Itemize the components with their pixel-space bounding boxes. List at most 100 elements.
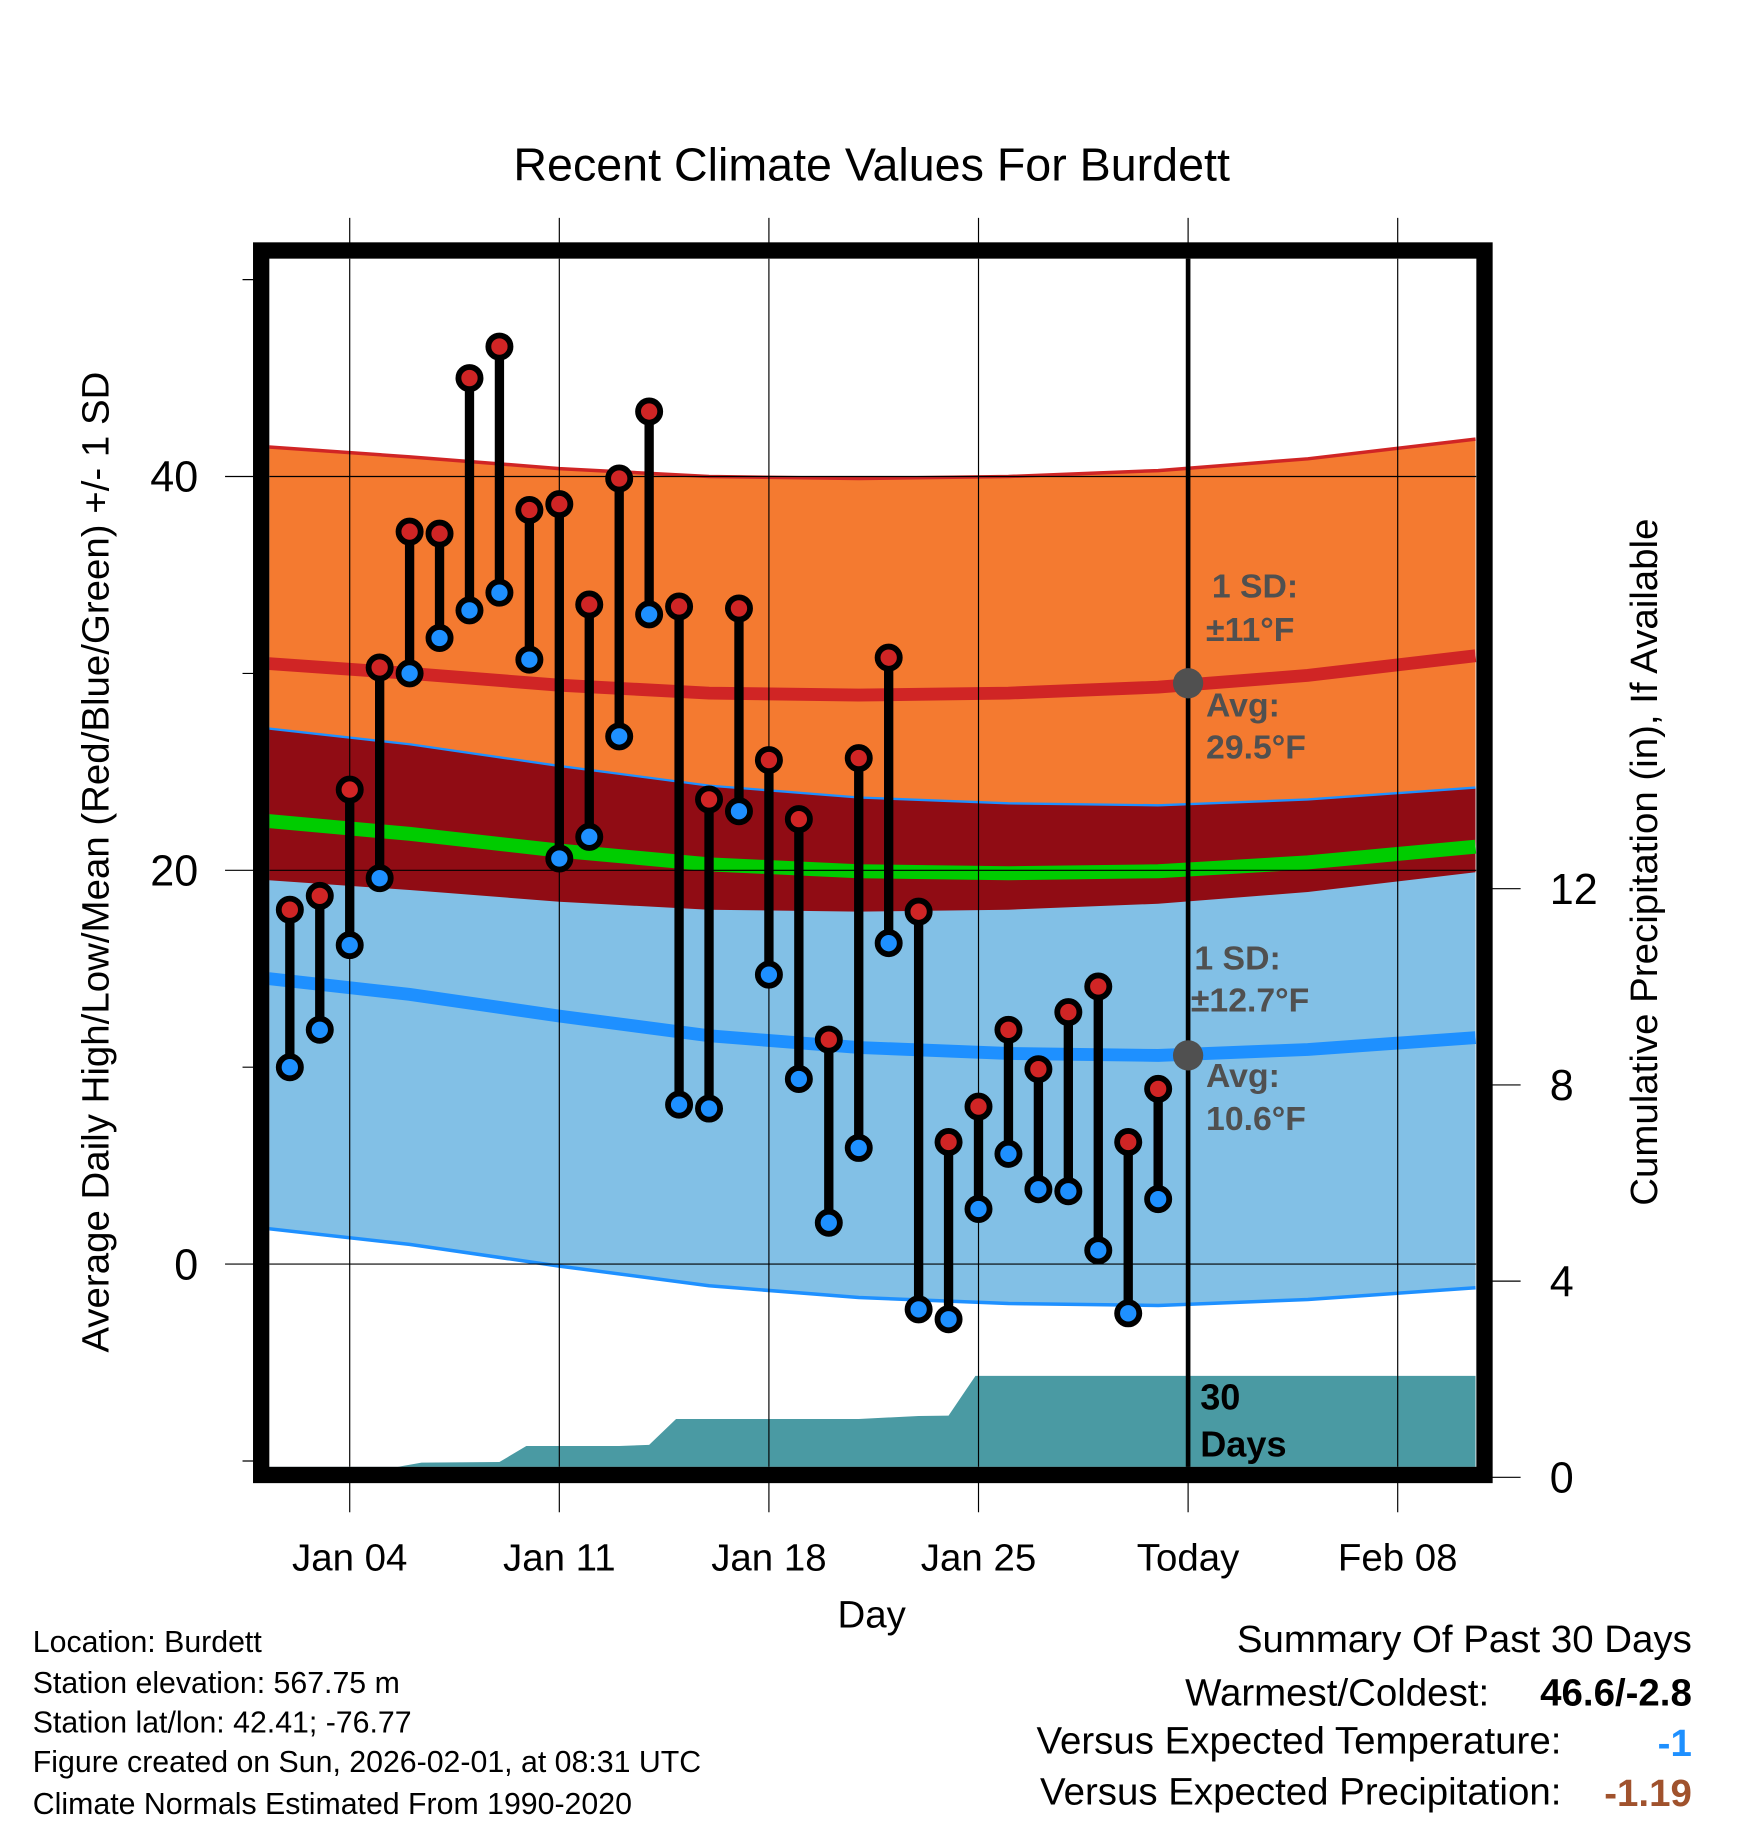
low-temp-point [904,1295,933,1324]
y-right-tick-label: 4 [1550,1258,1574,1306]
high-avg-value: 29.5°F [1206,728,1306,766]
info-elevation: Station elevation: 567.75 m [33,1667,400,1700]
precip-label: Versus Expected Precipitation: [1040,1771,1561,1814]
low-temp-point [395,659,424,688]
low-temp-point [275,1053,304,1082]
low-temp-point [365,864,394,893]
low-temp-point [1114,1299,1143,1328]
low-temp-point [665,1090,694,1119]
warm-cold-label: Warmest/Coldest: [1185,1672,1489,1715]
low-temp-point [605,722,634,751]
precip-value: -1.19 [1604,1772,1692,1815]
high-temp-point [1084,972,1113,1001]
precipitation-area [269,1375,1476,1467]
info-normals: Climate Normals Estimated From 1990-2020 [33,1788,632,1821]
x-tick-label: Feb 08 [1338,1537,1458,1580]
high-temp-point [305,881,334,910]
x-tick-label: Jan 25 [921,1537,1036,1580]
low-temp-point [1054,1177,1083,1206]
low-temp-point [1024,1175,1053,1204]
high-temp-point [275,895,304,924]
low-avg-value: 10.6°F [1206,1100,1306,1138]
y-tick-label: 40 [150,454,198,502]
low-sd-value: ±12.7°F [1191,981,1309,1019]
low-temp-point [964,1194,993,1223]
low-temp-point [784,1065,813,1094]
low-temp-point [425,623,454,652]
high-temp-point [724,594,753,623]
high-temp-point [964,1092,993,1121]
chart-title: Recent Climate Values For Burdett [513,139,1230,191]
summary: Summary Of Past 30 Days Warmest/Coldest:… [1036,1618,1691,1815]
high-temp-point [1024,1055,1053,1084]
low-temp-point [575,822,604,851]
low-temp-point [844,1133,873,1162]
info-latlon: Station lat/lon: 42.41; -76.77 [33,1706,412,1739]
high-temp-point [784,805,813,834]
low-temp-point [695,1094,724,1123]
high-sd-upper-line [269,437,1476,481]
high-temp-point [994,1015,1023,1044]
high-temp-point [425,519,454,548]
high-temp-point [455,364,484,393]
high-temp-point [695,785,724,814]
warm-cold-value: 46.6/-2.8 [1540,1672,1692,1715]
low-temp-point [814,1208,843,1237]
high-temp-point [335,775,364,804]
info-created: Figure created on Sun, 2026-02-01, at 08… [33,1746,701,1779]
plot-frame [253,242,1493,1484]
station-info: Location: Burdett Station elevation: 567… [33,1626,701,1821]
y-tick-label: 0 [174,1241,198,1289]
low-temp-point [305,1015,334,1044]
low-temp-point [485,578,514,607]
x-tick-label: Today [1137,1537,1240,1580]
low-temp-point [754,960,783,989]
high-temp-point [575,590,604,619]
low-temp-point [635,600,664,629]
high-temp-point [635,397,664,426]
high-temp-point [754,746,783,775]
high-temp-point [934,1128,963,1157]
low-temp-point [1144,1185,1173,1214]
high-sd-label: 1 SD: [1212,568,1298,606]
low-temp-point [874,929,903,958]
high-temp-point [904,897,933,926]
temp-value: -1 [1658,1722,1692,1765]
high-temp-point [395,517,424,546]
low-temp-point [1084,1236,1113,1265]
high-temp-point [365,653,394,682]
low-sd-label: 1 SD: [1194,939,1280,977]
high-temp-point [844,744,873,773]
today-low-avg-marker [1172,1040,1204,1071]
precip-label-days: Days [1200,1423,1286,1464]
x-tick-label: Jan 11 [503,1537,616,1580]
low-temp-point [994,1139,1023,1168]
low-temp-point [455,596,484,625]
x-axis-label: Day [837,1594,906,1637]
low-temp-point [545,844,574,873]
y-right-tick-label: 0 [1550,1454,1574,1502]
high-normal-line [269,649,1477,702]
low-temp-point [724,797,753,826]
y-axis-label: Average Daily High/Low/Mean (Red/Blue/Gr… [75,372,118,1353]
precip-label-30: 30 [1200,1377,1240,1418]
x-tick-label: Jan 04 [292,1537,407,1580]
low-temp-point [335,931,364,960]
low-temp-point [934,1305,963,1334]
today-high-avg-marker [1172,668,1204,699]
x-tick-label: Jan 18 [711,1537,826,1580]
high-temp-point [485,332,514,361]
high-temp-point [665,592,694,621]
y-axis-label-right: Cumulative Precipitation (in), If Availa… [1623,519,1666,1206]
info-location: Location: Burdett [33,1626,263,1659]
y-right-tick-label: 8 [1550,1062,1574,1110]
temp-label: Versus Expected Temperature: [1036,1719,1561,1762]
summary-title: Summary Of Past 30 Days [1237,1618,1692,1661]
y-tick-label: 20 [150,847,198,895]
high-temp-point [1114,1128,1143,1157]
y-right-tick-label: 12 [1550,866,1598,914]
low-temp-point [515,645,544,674]
high-temp-point [1054,998,1083,1027]
annotations: 1 SD: ±11°F Avg: 29.5°F 1 SD: ±12.7°F Av… [1172,568,1309,1464]
